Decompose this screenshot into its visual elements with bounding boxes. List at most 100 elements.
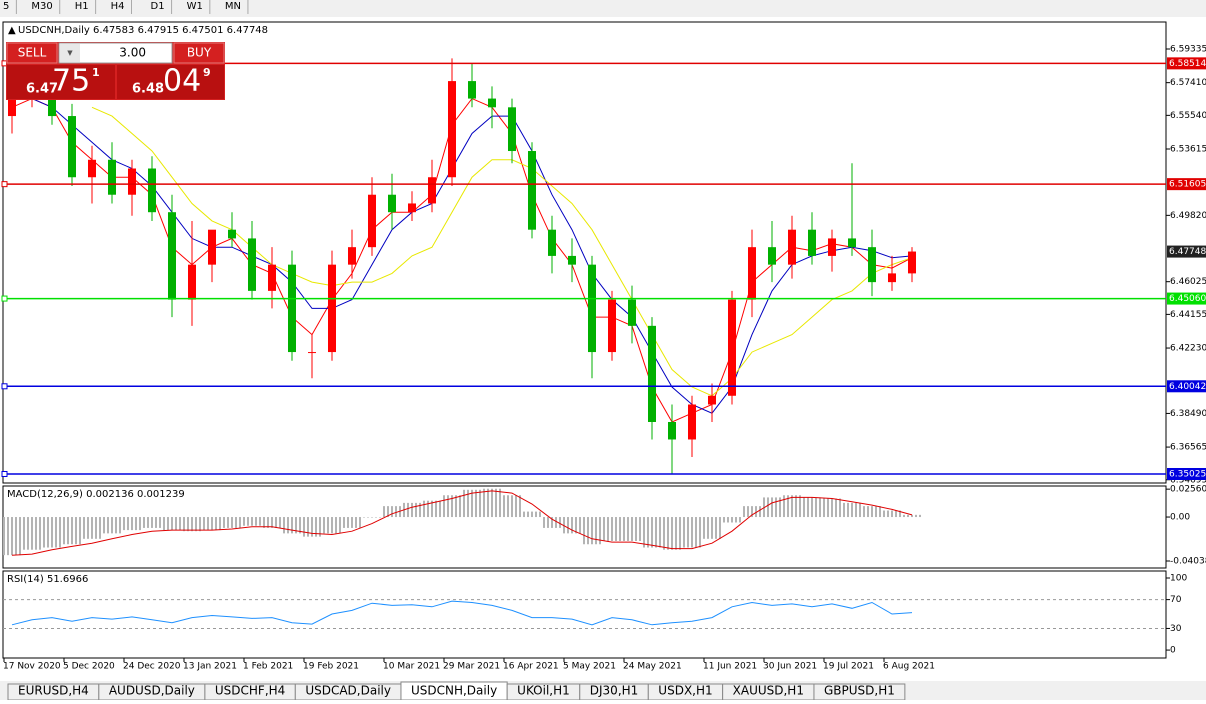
macd-bar (243, 517, 245, 526)
macd-bar (215, 517, 217, 531)
x-tick-label: 24 May 2021 (623, 662, 682, 672)
macd-bar (351, 517, 353, 528)
macd-bar (175, 517, 177, 531)
macd-bar (859, 502, 861, 518)
timeframe-button[interactable]: 5 (3, 1, 9, 12)
macd-bar (855, 502, 857, 518)
macd-bar (599, 517, 601, 545)
lot-input[interactable] (58, 42, 173, 64)
macd-bar (383, 506, 385, 518)
macd-bar (815, 497, 817, 518)
macd-bar (827, 498, 829, 518)
bid-big: 6.47 (26, 82, 58, 97)
timeframe-bar: 5 M30 H1 H4 D1 W1 MN (3, 0, 249, 14)
candle-body (408, 203, 416, 213)
pane-frame (2, 570, 1167, 659)
candle-body (368, 194, 376, 248)
macd-bar (227, 517, 229, 528)
macd-bar (555, 517, 557, 528)
macd-bar (123, 517, 125, 531)
x-tick-label: 11 Jun 2021 (703, 662, 757, 672)
timeframe-button[interactable]: W1 (187, 1, 203, 12)
tab-label: DJ30,H1 (590, 684, 639, 698)
x-tick-label: 6 Aug 2021 (883, 662, 935, 672)
ask-pips: 04 (163, 64, 201, 99)
macd-bar (147, 517, 149, 528)
macd-bar (475, 489, 477, 518)
macd-bar (811, 497, 813, 518)
macd-bar (51, 517, 53, 548)
macd-bar (515, 495, 517, 518)
level-handle[interactable] (1, 383, 8, 390)
lot-spinner[interactable] (60, 44, 80, 62)
bid-box[interactable] (7, 65, 115, 99)
candle-body (508, 107, 516, 152)
sell-button[interactable] (6, 42, 58, 64)
ask-box[interactable] (117, 65, 224, 99)
chart-header: USDCNH,Daily 6.47583 6.47915 6.47501 6.4… (18, 25, 268, 36)
macd-bar (219, 517, 221, 531)
macd-bar (491, 488, 493, 518)
macd-bar (343, 517, 345, 528)
x-tick-label: 24 Dec 2020 (123, 662, 181, 672)
macd-bar (67, 517, 69, 545)
buy-button[interactable] (173, 42, 225, 64)
macd-bar (735, 517, 737, 523)
macd-bar (479, 489, 481, 518)
tab-label: GBPUSD,H1 (824, 684, 895, 698)
level-handle[interactable] (1, 470, 8, 477)
macd-bar (703, 517, 705, 539)
macd-bar (615, 517, 617, 541)
timeframe-button[interactable]: D1 (151, 1, 165, 12)
timeframe-button[interactable]: M30 (31, 1, 52, 12)
macd-bar (283, 517, 285, 534)
macd-bar (875, 506, 877, 518)
level-handle[interactable] (1, 295, 8, 302)
candle-body (488, 98, 496, 108)
macd-bar (47, 517, 49, 548)
macd-bar (883, 510, 885, 518)
macd-bar (899, 510, 901, 518)
candle-body (268, 264, 276, 291)
macd-bar (635, 517, 637, 541)
macd-bar (771, 497, 773, 518)
lot-value: 3.00 (119, 46, 146, 60)
candle-body (328, 264, 336, 353)
level-handle[interactable] (1, 181, 8, 188)
timeframe-button[interactable]: MN (225, 1, 241, 12)
macd-bar (111, 517, 113, 534)
tab-label: USDCNH,Daily (411, 684, 497, 698)
macd-bar (423, 500, 425, 518)
timeframe-button[interactable]: H1 (75, 1, 89, 12)
candle-body (908, 251, 916, 274)
macd-bar (287, 517, 289, 534)
macd-bar (355, 517, 357, 528)
macd-bar (419, 502, 421, 518)
x-tick-label: 29 Mar 2021 (443, 662, 500, 672)
macd-bar (671, 517, 673, 550)
macd-bar (831, 498, 833, 518)
ohlc-value: 6.47583 (93, 25, 134, 36)
macd-bar (75, 517, 77, 545)
macd-bar (539, 511, 541, 518)
macd-bar (767, 497, 769, 518)
candle-body (548, 229, 556, 256)
macd-bar (739, 517, 741, 523)
macd-bar (787, 495, 789, 518)
candle-body (248, 238, 256, 291)
indicator-title: RSI(14) 51.6966 (7, 574, 88, 585)
x-tick-label: 10 Mar 2021 (383, 662, 440, 672)
macd-bar (15, 517, 17, 556)
macd-bar (455, 495, 457, 518)
macd-bar (711, 517, 713, 539)
macd-bar (95, 517, 97, 539)
candle-body (788, 229, 796, 265)
macd-bar (531, 511, 533, 518)
macd-bar (783, 495, 785, 518)
macd-bar (31, 517, 33, 550)
one-click-trading: SELL ▼ 3.00 BUY 6.47 75 1 6.48 04 9 (6, 42, 225, 100)
macd-bar (759, 506, 761, 518)
y-tick-label: -0.040384 (1170, 557, 1206, 567)
timeframe-button[interactable]: H4 (111, 1, 125, 12)
macd-bar (411, 502, 413, 518)
